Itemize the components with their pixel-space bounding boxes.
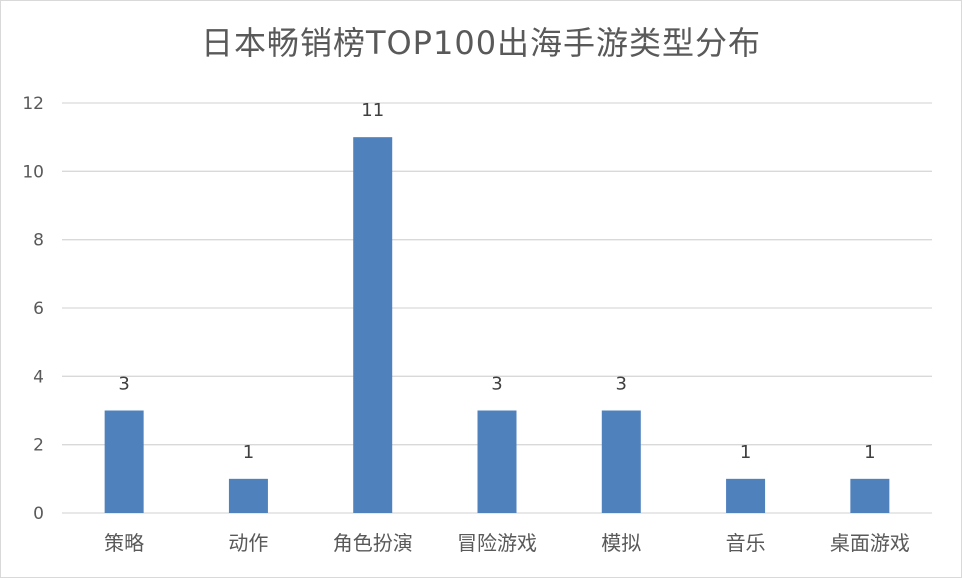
y-tick-label: 0 xyxy=(33,504,44,524)
bar xyxy=(353,137,393,513)
bar xyxy=(850,478,890,513)
category-label: 模拟 xyxy=(601,531,641,555)
bar xyxy=(726,478,766,513)
data-label: 3 xyxy=(118,374,129,395)
y-tick-label: 10 xyxy=(22,162,44,182)
bars xyxy=(104,137,890,513)
category-label: 音乐 xyxy=(726,531,766,555)
data-label: 1 xyxy=(243,442,254,463)
category-label: 动作 xyxy=(228,531,268,555)
y-tick-label: 12 xyxy=(22,94,44,114)
y-tick-label: 2 xyxy=(33,436,44,456)
category-label: 策略 xyxy=(104,531,144,555)
y-tick-label: 8 xyxy=(33,231,44,251)
data-label: 11 xyxy=(361,100,384,121)
category-label: 角色扮演 xyxy=(333,531,413,555)
data-label: 1 xyxy=(864,442,875,463)
data-label: 1 xyxy=(740,442,751,463)
bar xyxy=(228,478,268,513)
bar xyxy=(104,410,144,513)
gridlines xyxy=(62,102,932,514)
y-axis-ticks: 0 2 4 6 8 10 12 xyxy=(22,94,44,524)
chart-title: 日本畅销榜TOP100出海手游类型分布 xyxy=(200,24,762,62)
y-tick-label: 4 xyxy=(33,367,44,387)
x-axis-categories: 策略 动作 角色扮演 冒险游戏 模拟 音乐 桌面游戏 xyxy=(104,531,910,555)
bar xyxy=(601,410,641,513)
category-label: 桌面游戏 xyxy=(830,531,910,555)
data-label: 3 xyxy=(491,374,502,395)
bar xyxy=(477,410,517,513)
data-label: 3 xyxy=(616,374,627,395)
category-label: 冒险游戏 xyxy=(457,531,537,555)
y-tick-label: 6 xyxy=(33,299,44,319)
